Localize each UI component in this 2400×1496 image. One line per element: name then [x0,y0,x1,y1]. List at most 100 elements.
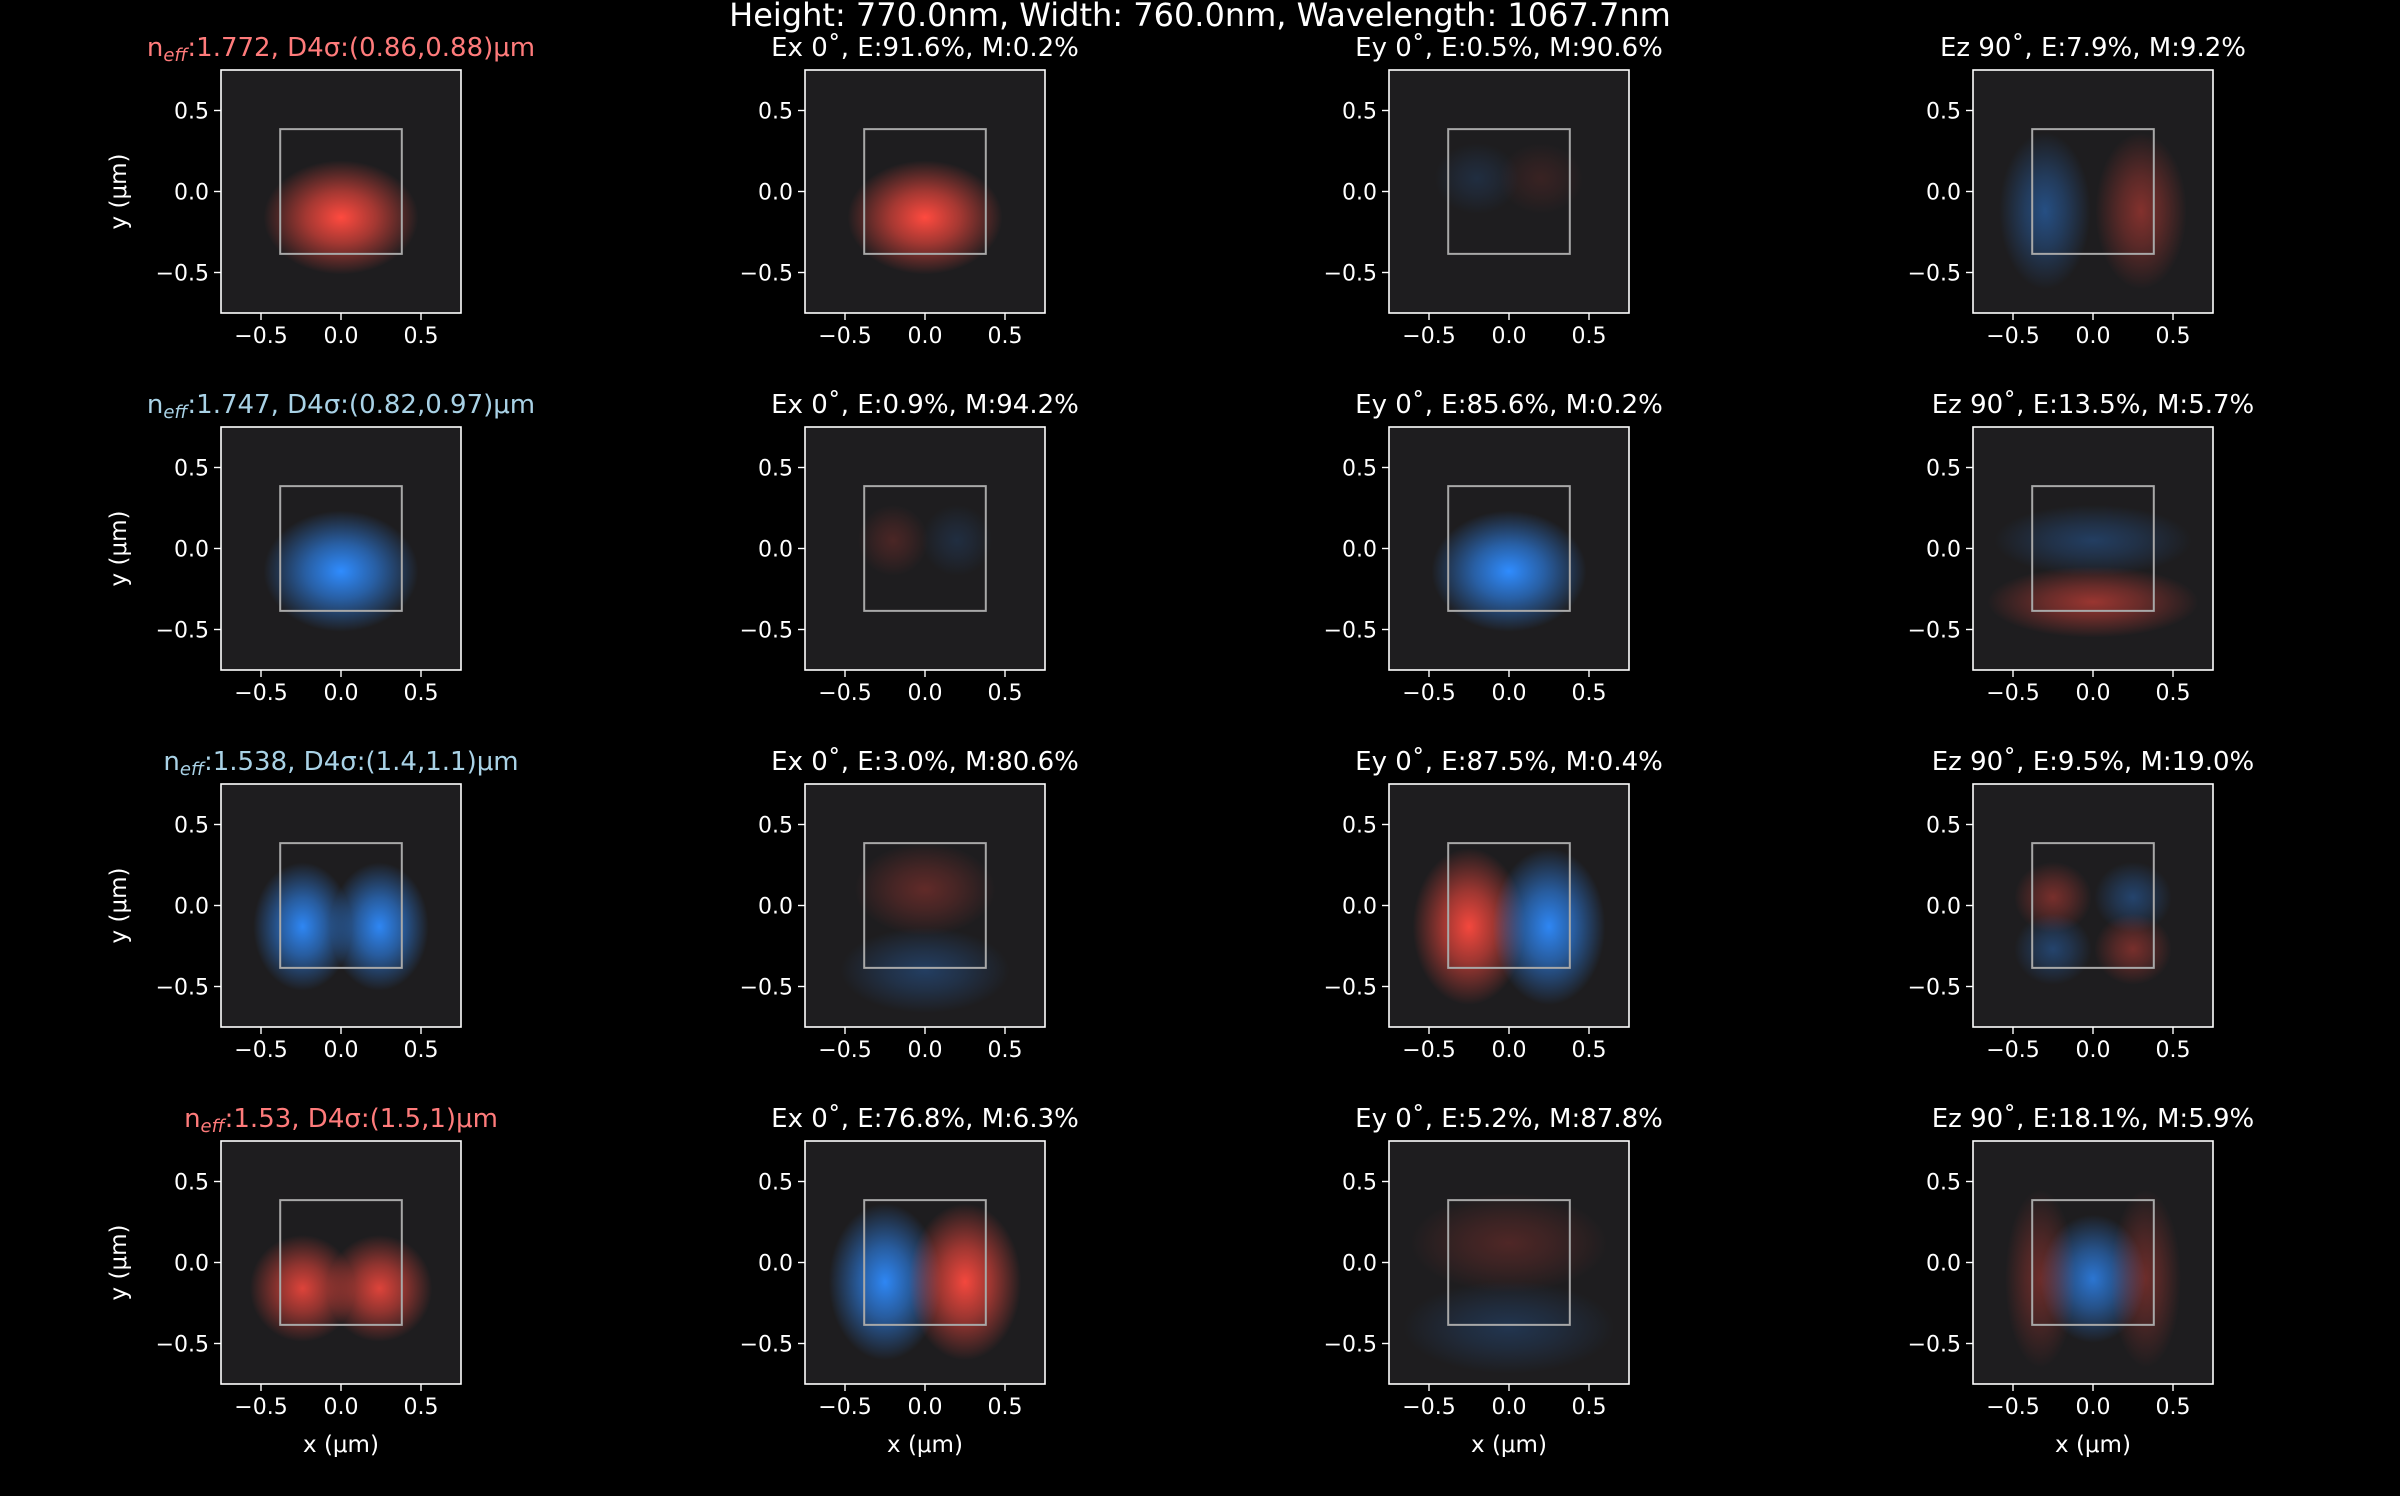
y-axis-label: y (μm) [106,154,132,230]
component-title: Ez 90˚, E:7.9%, M:9.2% [1940,33,2246,63]
field-lobe-1 [1999,132,2091,290]
y-tick-label: 0.5 [1342,1171,1377,1196]
waveguide-outline [279,128,403,255]
field-lobes [857,504,993,577]
field-lobe-2 [2095,132,2187,290]
field-lobes [1987,504,2199,638]
x-tick-label: 0.5 [988,1038,1023,1063]
field-lobe-2 [908,1203,1022,1361]
y-tick-label: 0.0 [1342,538,1377,563]
y-tick-label: 0.5 [1926,100,1961,125]
component-title: Ey 0˚, E:87.5%, M:0.4% [1355,747,1663,777]
x-tick-label: −0.5 [818,1395,871,1420]
y-tick-label: 0.0 [174,895,209,920]
field-lobe-2 [1987,566,2199,638]
field-lobe-1 [828,1203,942,1361]
y-tick-label: 0.0 [174,1252,209,1277]
y-tick-label: 0.0 [758,1252,793,1277]
x-tick-label: −0.5 [1986,324,2039,349]
x-tick-label: 0.0 [324,1038,359,1063]
component-title: Ey 0˚, E:0.5%, M:90.6% [1355,33,1663,63]
panel-r3-c2: −0.5 0.0 0.5 −0.5 0.0 0.5 Ex 0˚, E:3.0%, M:80.… [740,747,1079,1063]
panel-r3-c4: −0.5 0.0 0.5 −0.5 0.0 0.5 Ez 90˚, E:9.5%, M:19… [1908,747,2255,1063]
y-tick-label: −0.5 [156,262,209,287]
x-tick-label: −0.5 [1402,1395,1455,1420]
field-lobes [1403,1193,1615,1374]
panel-r4-c4: −0.5 0.0 0.5 −0.5 0.0 0.5 Ez 90˚, E:18.1%, M:5… [1908,1104,2255,1458]
y-tick-label: 0.5 [758,814,793,839]
panel-r1-c4: −0.5 0.0 0.5 −0.5 0.0 0.5 Ez 90˚, E:7.9%, M:9.… [1908,33,2246,349]
y-tick-label: 0.5 [174,814,209,839]
x-tick-label: 0.0 [324,324,359,349]
y-tick-label: −0.5 [1908,1333,1961,1358]
y-tick-label: 0.0 [758,181,793,206]
x-tick-label: 0.0 [2076,324,2111,349]
panel-r2-c4: −0.5 0.0 0.5 −0.5 0.0 0.5 Ez 90˚, E:13.5%, M:5… [1908,390,2255,706]
mode-summary-title: neff:1.772, D4σ:(0.86,0.88)μm [147,33,535,66]
y-tick-label: −0.5 [1324,619,1377,644]
field-lobes [263,510,419,632]
heatmap-background [1973,784,2213,1027]
y-tick-label: 0.0 [1926,1252,1961,1277]
x-tick-label: −0.5 [234,324,287,349]
panel-r4-c2: −0.5 0.0 0.5 −0.5 0.0 0.5 Ex 0˚, E:76.8%, M:6.… [740,1104,1079,1458]
field-lobes [1412,848,1606,1005]
panel-r4-c1: −0.5 0.0 0.5 −0.5 0.0 0.5 neff:1.53, D4σ:(1.5,… [106,1104,498,1458]
y-tick-label: −0.5 [740,619,793,644]
y-tick-label: 0.5 [758,100,793,125]
y-tick-label: −0.5 [1324,1333,1377,1358]
y-tick-label: 0.0 [1342,895,1377,920]
field-lobe-3 [2014,913,2092,985]
x-tick-label: 0.0 [324,1395,359,1420]
y-tick-label: −0.5 [1908,262,1961,287]
field-lobes [249,1234,433,1342]
field-lobe-2 [330,862,429,991]
y-tick-label: 0.5 [1342,100,1377,125]
panel-r4-c3: −0.5 0.0 0.5 −0.5 0.0 0.5 Ey 0˚, E:5.2%, M:87.… [1324,1104,1663,1458]
x-tick-label: 0.0 [908,1038,943,1063]
x-tick-label: 0.0 [1492,681,1527,706]
x-axis-label: x (μm) [1471,1432,1547,1458]
y-tick-label: 0.5 [174,457,209,482]
x-tick-label: 0.5 [988,1395,1023,1420]
field-lobe-2 [1403,1280,1615,1374]
field-lobes [263,160,419,275]
y-tick-label: −0.5 [740,262,793,287]
panel-r2-c3: −0.5 0.0 0.5 −0.5 0.0 0.5 Ey 0˚, E:85.6%, M:0.… [1324,390,1663,706]
x-axis-label: x (μm) [303,1432,379,1458]
field-lobes [840,842,1010,1014]
field-lobe-2 [326,1234,433,1342]
x-tick-label: −0.5 [1402,324,1455,349]
x-tick-label: −0.5 [234,1038,287,1063]
waveguide-outline [1447,485,1571,612]
field-lobe-2 [840,927,1010,1014]
waveguide-outline [279,842,403,969]
x-tick-label: −0.5 [1986,1038,2039,1063]
field-lobes [2005,1189,2181,1368]
x-tick-label: −0.5 [1402,1038,1455,1063]
x-tick-label: 0.0 [908,1395,943,1420]
y-axis-label: y (μm) [106,511,132,587]
panel-r2-c2: −0.5 0.0 0.5 −0.5 0.0 0.5 Ex 0˚, E:0.9%, M:94.… [740,390,1079,706]
x-tick-label: 0.0 [2076,681,2111,706]
field-lobe-1 [847,160,1003,275]
x-tick-label: 0.5 [1572,324,1607,349]
y-tick-label: 0.5 [1342,457,1377,482]
y-tick-label: −0.5 [156,976,209,1001]
field-lobes [1431,510,1587,632]
mode-summary-title: neff:1.53, D4σ:(1.5,1)μm [184,1104,498,1137]
waveguide-outline [2031,485,2155,612]
waveguide-outline [863,128,987,255]
waveguide-outline [2031,842,2155,969]
x-tick-label: 0.0 [908,681,943,706]
component-title: Ex 0˚, E:0.9%, M:94.2% [771,390,1079,420]
field-lobe-1 [1410,1193,1608,1293]
x-tick-label: 0.5 [2156,1395,2191,1420]
panel-r1-c1: −0.5 0.0 0.5 −0.5 0.0 0.5 neff:1.772, D4σ:(0.8… [106,33,535,349]
x-tick-label: 0.5 [404,324,439,349]
waveguide-outline [1447,1199,1571,1326]
y-axis-label: y (μm) [106,868,132,944]
field-lobe-1 [854,842,996,936]
y-tick-label: −0.5 [1324,976,1377,1001]
field-lobe-1 [1412,848,1526,1005]
